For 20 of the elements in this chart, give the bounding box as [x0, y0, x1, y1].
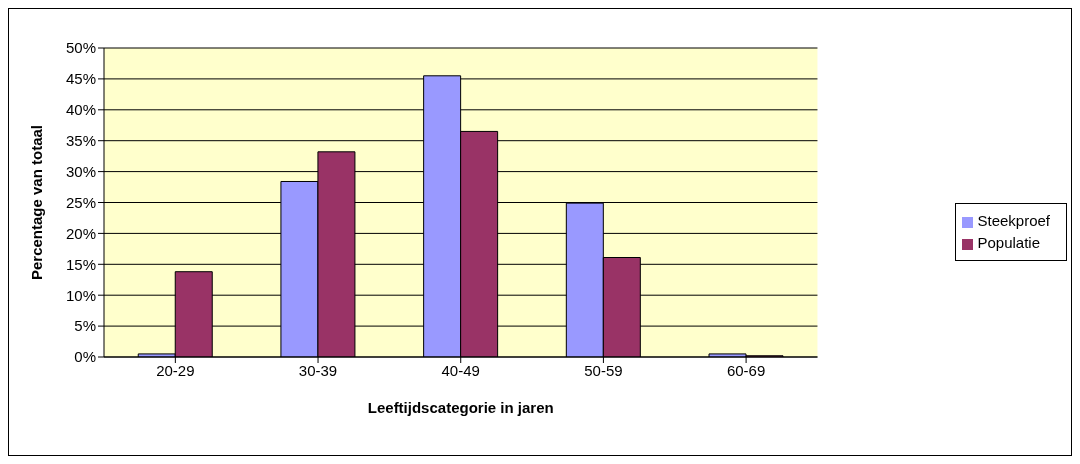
y-tick-label: 50%	[65, 39, 96, 57]
y-tick-label: 25%	[65, 193, 96, 211]
x-tick-label: 50-59	[584, 361, 623, 379]
y-tick-label: 5%	[74, 317, 96, 335]
x-tick-label: 20-29	[156, 361, 195, 379]
y-tick-label: 0%	[74, 348, 96, 366]
legend-label: Populatie	[977, 234, 1041, 251]
legend-label: Steekproef	[977, 212, 1050, 229]
x-tick-label: 30-39	[298, 361, 338, 379]
x-axis-title: Leeftijdscategorie in jaren	[367, 399, 554, 416]
y-tick-label: 10%	[65, 286, 96, 304]
y-tick-label: 40%	[65, 101, 96, 119]
y-tick-label: 35%	[65, 132, 96, 150]
x-tick-label: 60-69	[726, 361, 766, 379]
y-axis-title: Percentage van totaal	[28, 124, 46, 281]
y-tick-label: 15%	[65, 255, 96, 273]
y-tick-label: 20%	[65, 224, 96, 242]
y-tick-label: 45%	[65, 70, 96, 88]
x-tick-label: 40-49	[441, 361, 480, 379]
y-tick-label: 30%	[65, 162, 96, 180]
